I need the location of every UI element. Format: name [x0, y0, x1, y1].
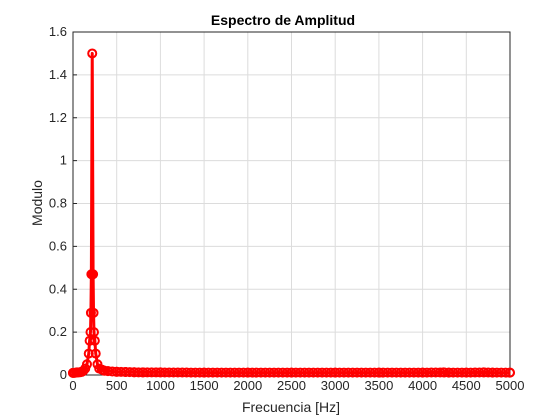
spectrum-marker	[461, 367, 472, 378]
x-tick-label: 3000	[321, 378, 350, 393]
spectrum-marker	[137, 367, 148, 378]
spectrum-marker	[417, 367, 428, 378]
spectrum-marker	[199, 367, 210, 378]
spectrum-marker	[286, 367, 297, 378]
y-tick-label: 1.2	[49, 110, 67, 125]
spectrum-marker	[88, 269, 99, 280]
spectrum-marker	[500, 367, 511, 378]
x-tick-label: 500	[106, 378, 128, 393]
chart-title: Espectro de Amplitud	[211, 12, 355, 28]
x-tick-label: 4500	[452, 378, 481, 393]
spectrum-marker	[87, 48, 98, 59]
y-tick-label: 0.4	[49, 281, 67, 296]
y-tick-label: 0.2	[49, 324, 67, 339]
y-axis-label: Modulo	[29, 180, 45, 226]
spectrum-marker	[81, 359, 92, 370]
y-axis-ticks: 0 0.2 0.4 0.6 0.8 1 1.2 1.4 1.6	[49, 24, 77, 382]
spectrum-marker	[330, 367, 341, 378]
spectrum-marker	[242, 367, 253, 378]
spectrum-marker	[155, 367, 166, 378]
spectrum-marker	[443, 367, 454, 378]
x-tick-label: 3500	[364, 378, 393, 393]
spectrum-marker	[505, 367, 515, 378]
y-tick-label: 1.4	[49, 67, 67, 82]
y-tick-label: 0	[60, 367, 67, 382]
spectrum-marker	[88, 307, 99, 318]
spectrum-marker	[89, 335, 100, 346]
x-tick-label: 1000	[146, 378, 175, 393]
x-tick-label: 2500	[277, 378, 306, 393]
x-tick-label: 2000	[233, 378, 262, 393]
spectrum-marker	[373, 367, 384, 378]
spectrum-marker	[487, 367, 498, 378]
y-tick-label: 0.8	[49, 196, 67, 211]
spectrum-marker	[438, 367, 449, 378]
x-tick-label: 4000	[408, 378, 437, 393]
spectrum-marker	[90, 348, 101, 359]
y-tick-label: 1.6	[49, 24, 67, 39]
spectrum-series	[68, 48, 515, 378]
x-axis-ticks: 0 500 1000 1500 2000 2500 3000 3500 4000 4500 5000	[69, 371, 524, 393]
x-tick-label: 5000	[496, 378, 525, 393]
spectrum-marker	[83, 348, 94, 359]
x-tick-label: 0	[69, 378, 76, 393]
spectrum-marker	[85, 327, 96, 338]
grid-lines	[72, 31, 511, 376]
y-tick-label: 0.6	[49, 238, 67, 253]
x-tick-label: 1500	[190, 378, 219, 393]
x-axis-label: Frecuencia [Hz]	[242, 399, 340, 415]
y-tick-label: 1	[60, 153, 67, 168]
